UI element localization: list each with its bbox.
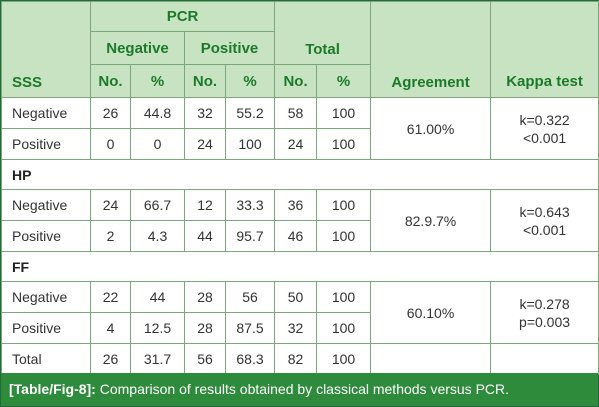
cell: 50 <box>274 281 318 313</box>
header-row-1: SSS PCR Total Agreement Kappa test <box>1 1 599 98</box>
pcr-negative-header: Negative <box>90 31 185 65</box>
agreement-header: Agreement <box>370 1 492 98</box>
cell: 87.5 <box>224 312 276 344</box>
section-row: FF <box>0 251 599 282</box>
ff-agreement: 60.10% <box>370 281 492 344</box>
row-label: Positive <box>1 128 91 160</box>
cell: 100 <box>316 312 372 344</box>
cell: 26 <box>90 343 131 375</box>
cell: 56 <box>184 343 226 375</box>
section-ff: FF <box>0 251 599 282</box>
cell: 100 <box>316 343 372 375</box>
comparison-table: SSS PCR Total Agreement Kappa test Negat… <box>0 1 599 375</box>
row-label: Negative <box>1 281 91 313</box>
header-row-3: No. % No. % No. % <box>2 64 599 98</box>
cell: 100 <box>316 220 372 252</box>
row-label: Negative <box>1 97 91 129</box>
header-row-2: Negative Positive <box>2 31 599 65</box>
row-label: Positive <box>1 220 91 252</box>
table-caption: [Table/Fig-8]: Comparison of results obt… <box>1 373 598 406</box>
caption-ref: [Table/Fig-8]: <box>9 381 96 397</box>
cell: 55.2 <box>224 97 276 129</box>
cell: 28 <box>184 312 226 344</box>
cell: 4 <box>90 312 131 344</box>
tot-pct-header: % <box>316 64 372 98</box>
cell: 31.7 <box>130 343 185 375</box>
hp-kappa: k=0.643 <0.001 <box>490 189 599 252</box>
sss-header: SSS <box>1 1 91 98</box>
cell: 44 <box>130 281 185 313</box>
cell: 58 <box>274 97 318 129</box>
kappa-p: <0.001 <box>522 129 567 146</box>
table-row: Positive 2 4.3 44 95.7 46 100 <box>1 220 599 252</box>
neg-pct-header: % <box>130 64 185 98</box>
table-row: Negative 24 66.7 12 33.3 36 100 82.9.7% … <box>1 189 599 252</box>
sss-agreement: 61.00% <box>370 97 492 160</box>
row-label: Positive <box>1 312 91 344</box>
pcr-positive-header: Positive <box>183 31 276 65</box>
cell: 100 <box>316 281 372 313</box>
cell: 44 <box>184 220 226 252</box>
neg-no-header: No. <box>90 64 131 98</box>
cell: 0 <box>130 128 185 160</box>
cell: 66.7 <box>130 189 185 221</box>
cell: 26 <box>90 97 131 129</box>
cell: 24 <box>274 128 318 160</box>
cell: 100 <box>316 128 372 160</box>
table-row: Positive 4 12.5 28 87.5 32 100 <box>1 312 599 344</box>
kappa-value: k=0.643 <box>519 203 570 220</box>
kappa-p: p=0.003 <box>519 313 571 330</box>
cell: 44.8 <box>130 97 185 129</box>
cell: 2 <box>90 220 131 252</box>
cell: 100 <box>224 128 276 160</box>
tot-no-header: No. <box>274 64 318 98</box>
pos-no-header: No. <box>184 64 226 98</box>
row-label: Negative <box>1 189 91 221</box>
cell: 0 <box>90 128 131 160</box>
cell: 95.7 <box>224 220 276 252</box>
cell: 32 <box>184 97 226 129</box>
kappa-value: k=0.278 <box>519 295 570 312</box>
pos-pct-header: % <box>224 64 276 98</box>
empty-cell <box>490 343 599 375</box>
cell: 56 <box>224 281 276 313</box>
cell: 12.5 <box>130 312 185 344</box>
table-row: Negative 22 44 28 56 50 100 60.10% k=0.2… <box>1 281 599 344</box>
cell: 82 <box>274 343 318 375</box>
cell: 68.3 <box>224 343 276 375</box>
section-row: HP <box>0 159 599 190</box>
ff-kappa: k=0.278 p=0.003 <box>490 281 599 344</box>
caption-text: Comparison of results obtained by classi… <box>95 381 510 397</box>
cell: 36 <box>274 189 318 221</box>
cell: 22 <box>90 281 131 313</box>
cell: 33.3 <box>224 189 276 221</box>
total-row: Total 26 31.7 56 68.3 82 100 <box>1 343 599 375</box>
empty-cell <box>370 343 492 375</box>
hp-agreement: 82.9.7% <box>370 189 492 252</box>
cell: 4.3 <box>130 220 185 252</box>
table-row: Negative 26 44.8 32 55.2 58 100 61.00% k… <box>1 97 599 160</box>
row-label: Total <box>1 343 91 375</box>
cell: 28 <box>184 281 226 313</box>
cell: 32 <box>274 312 318 344</box>
pcr-header: PCR <box>89 1 276 32</box>
total-header: Total <box>274 1 372 65</box>
kappa-value: k=0.322 <box>519 111 570 128</box>
cell: 24 <box>90 189 131 221</box>
cell: 24 <box>184 128 226 160</box>
kappa-header: Kappa test <box>490 1 599 98</box>
cell: 100 <box>316 189 372 221</box>
cell: 100 <box>316 97 372 129</box>
cell: 12 <box>184 189 226 221</box>
cell: 46 <box>274 220 318 252</box>
sss-kappa: k=0.322 <0.001 <box>490 97 599 160</box>
kappa-p: <0.001 <box>522 221 567 238</box>
section-hp: HP <box>0 159 599 190</box>
